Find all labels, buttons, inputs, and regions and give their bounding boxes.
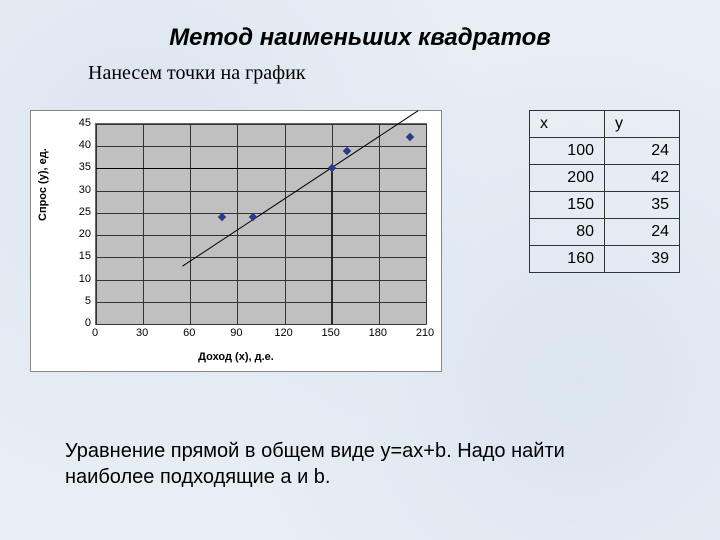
table-cell: 42 <box>605 165 680 192</box>
table-cell: 80 <box>530 219 605 246</box>
table-cell: 35 <box>605 192 680 219</box>
table-cell: 100 <box>530 138 605 165</box>
x-tick: 120 <box>269 327 299 339</box>
table-row: 16039 <box>530 246 680 273</box>
subtitle-text: Нанесем точки на график <box>88 62 306 85</box>
y-tick: 35 <box>61 161 91 173</box>
x-tick: 30 <box>127 327 157 339</box>
table-cell: 150 <box>530 192 605 219</box>
table-row: 15035 <box>530 192 680 219</box>
x-tick: 0 <box>80 327 110 339</box>
y-tick: 30 <box>61 184 91 196</box>
col-header-y: y <box>605 111 680 138</box>
table-cell: 39 <box>605 246 680 273</box>
y-tick: 10 <box>61 273 91 285</box>
y-tick: 45 <box>61 117 91 129</box>
x-axis-label: Доход (x), д.е. <box>31 351 441 363</box>
y-tick: 20 <box>61 228 91 240</box>
y-axis-label: Спрос (y), ед. <box>37 148 49 221</box>
y-tick: 5 <box>61 295 91 307</box>
x-tick: 210 <box>410 327 440 339</box>
plot-area <box>95 123 427 325</box>
table-cell: 24 <box>605 219 680 246</box>
table-row: 10024 <box>530 138 680 165</box>
col-header-x: x <box>530 111 605 138</box>
page-title: Метод наименьших квадратов <box>0 24 720 52</box>
data-table: x y 100242004215035802416039 <box>529 110 680 273</box>
table-cell: 160 <box>530 246 605 273</box>
y-tick: 15 <box>61 250 91 262</box>
table-cell: 24 <box>605 138 680 165</box>
y-tick: 25 <box>61 206 91 218</box>
table-cell: 200 <box>530 165 605 192</box>
y-tick: 40 <box>61 139 91 151</box>
table-row: 8024 <box>530 219 680 246</box>
scatter-chart: Спрос (y), ед. Доход (x), д.е. 0 5 10 15 20 2… <box>30 110 442 372</box>
x-tick: 180 <box>363 327 393 339</box>
x-tick: 150 <box>316 327 346 339</box>
equation-text: Уравнение прямой в общем виде y=ax+b. На… <box>65 438 655 490</box>
table-row: 20042 <box>530 165 680 192</box>
x-tick: 60 <box>174 327 204 339</box>
x-tick: 90 <box>221 327 251 339</box>
